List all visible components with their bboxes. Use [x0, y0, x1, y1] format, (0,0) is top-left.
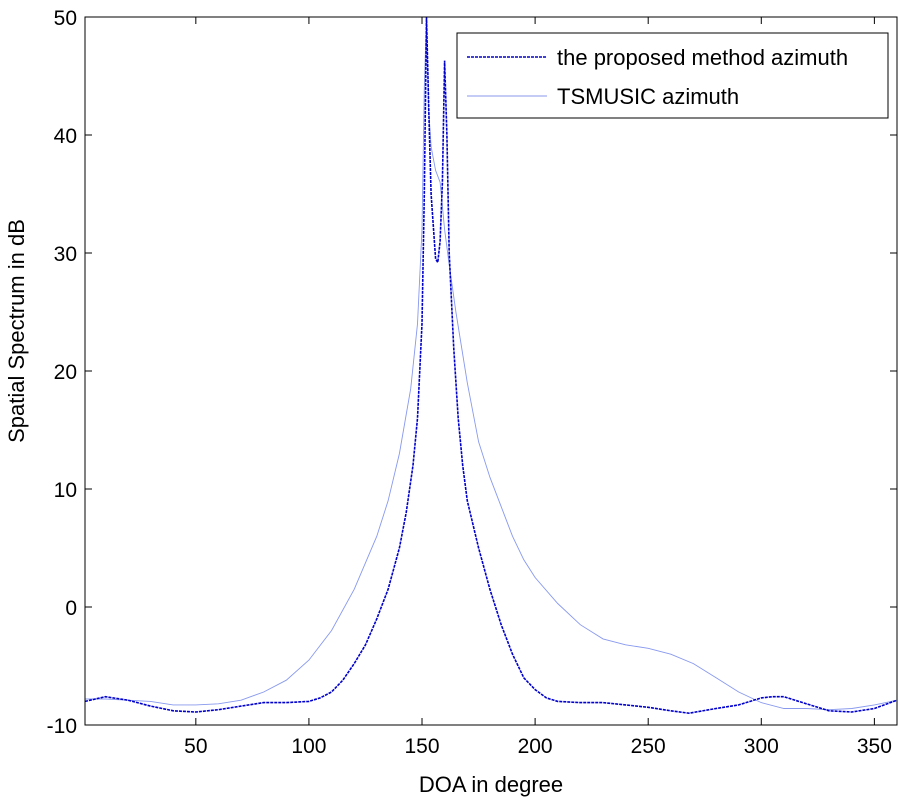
series-layer	[85, 17, 897, 715]
x-axis-label: DOA in degree	[419, 772, 563, 797]
series-line-tsmusic	[85, 17, 897, 711]
x-tick-label: 150	[404, 735, 439, 758]
legend-box	[456, 32, 889, 119]
x-tick-label: 50	[184, 735, 207, 758]
legend: the proposed method azimuth TSMUSIC azim…	[456, 32, 889, 119]
x-tick-label: 100	[291, 735, 326, 758]
y-axis-label: Spatial Spectrum in dB	[4, 219, 29, 443]
x-tick-label: 200	[518, 735, 553, 758]
plot-frame	[84, 16, 898, 726]
y-tick-label: -10	[47, 715, 77, 738]
x-tick-label: 250	[631, 735, 666, 758]
x-tick-label: 300	[744, 735, 779, 758]
y-tick-label: 40	[54, 125, 77, 148]
y-tick-label: 20	[54, 361, 77, 384]
y-tick-label: 50	[54, 7, 77, 30]
legend-label-tsmusic: TSMUSIC azimuth	[557, 84, 739, 109]
y-tick-label: 10	[54, 479, 77, 502]
y-tick-label: 30	[54, 243, 77, 266]
legend-label-proposed: the proposed method azimuth	[557, 45, 848, 70]
series-line-proposed	[85, 17, 897, 715]
ticks-layer: 50 100 150 200 250 300 350 -10 0 10 20 30 40 50	[47, 7, 897, 758]
y-tick-label: 0	[65, 597, 77, 620]
x-tick-label: 350	[857, 735, 892, 758]
